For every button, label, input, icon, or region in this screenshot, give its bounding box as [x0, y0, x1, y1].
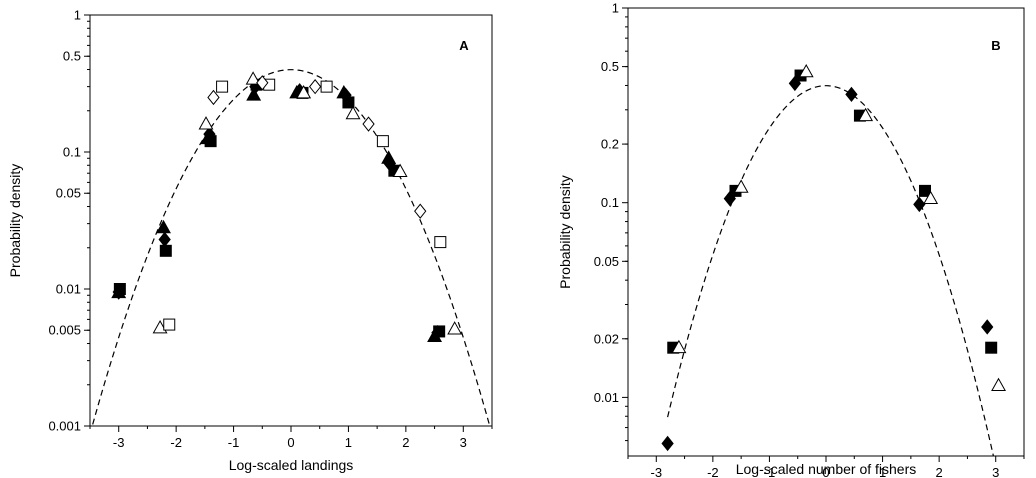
y-tick-label: 0.02 — [594, 331, 619, 346]
y-tick-label: 1 — [74, 8, 81, 23]
data-point-filled-diamond-3 — [845, 86, 858, 103]
y-tick-label: 0.005 — [48, 323, 81, 338]
data-point-open-square-0 — [163, 318, 176, 331]
y-tick-label: 0.05 — [594, 254, 619, 269]
data-point-filled-square-1 — [159, 244, 172, 257]
data-point-filled-square-0 — [113, 283, 126, 295]
data-point-open-square-3 — [320, 80, 333, 93]
data-point-open-triangle-3 — [858, 107, 874, 122]
y-tick-label: 0.01 — [594, 390, 619, 405]
x-axis-label: Log-scaled landings — [229, 457, 354, 473]
data-point-open-triangle-6 — [447, 321, 463, 335]
data-point-open-triangle-1 — [198, 116, 214, 130]
data-point-open-triangle-0 — [671, 339, 687, 354]
y-tick-label: 0.5 — [601, 59, 619, 74]
data-point-filled-triangle-1 — [156, 219, 171, 234]
data-point-open-square-1 — [216, 80, 229, 93]
y-tick-label: 0.1 — [63, 145, 81, 160]
panel-label: A — [459, 38, 469, 53]
x-tick-label: 3 — [460, 435, 467, 450]
x-axis-label: Log-scaled number of fishers — [736, 461, 917, 477]
data-point-filled-square-2 — [204, 135, 217, 148]
fitted-curve — [91, 69, 491, 426]
y-tick-label: 0.5 — [63, 49, 81, 64]
data-point-filled-triangle-3 — [246, 87, 262, 101]
y-tick-label: 0.01 — [56, 282, 81, 297]
x-tick-label: 2 — [402, 435, 409, 450]
data-point-open-triangle-2 — [245, 71, 261, 85]
y-tick-label: 0.001 — [48, 419, 81, 434]
x-tick-label: -1 — [764, 465, 776, 478]
data-point-filled-square-7 — [433, 325, 446, 338]
panel-b: -3 -2 -1 0 1 2 30.010.020.050.10.20.51Log-scal… — [557, 1, 1025, 478]
data-point-filled-square-5 — [342, 96, 355, 109]
data-point-filled-square-4 — [919, 184, 931, 197]
data-point-open-triangle-3 — [296, 85, 312, 99]
data-point-open-square-5 — [434, 236, 447, 249]
x-tick-label: 0 — [822, 465, 829, 478]
x-tick-label: 2 — [936, 465, 943, 478]
x-tick-label: -3 — [651, 465, 663, 478]
series-filled-diamond — [661, 75, 994, 452]
data-point-filled-diamond-1 — [158, 231, 171, 248]
series-filled-triangle — [111, 85, 443, 342]
data-point-open-triangle-1 — [733, 179, 749, 193]
x-tick-label: -3 — [113, 435, 125, 450]
panel-label: B — [991, 38, 1000, 53]
series-open-square — [163, 78, 447, 331]
x-tick-label: 0 — [287, 435, 294, 450]
y-tick-label: 0.2 — [601, 137, 619, 152]
x-tick-label: 3 — [992, 465, 999, 478]
data-point-open-diamond-0 — [207, 89, 220, 106]
fitted-curve — [667, 85, 995, 456]
data-point-open-triangle-2 — [798, 63, 814, 78]
series-open-triangle — [671, 63, 1006, 392]
y-axis-label: Probability density — [7, 164, 23, 278]
y-tick-label: 1 — [612, 1, 619, 16]
data-point-open-square-4 — [376, 135, 389, 148]
data-point-open-triangle-4 — [923, 190, 939, 205]
data-point-filled-diamond-5 — [981, 319, 994, 335]
x-tick-label: -1 — [228, 435, 240, 450]
data-point-open-triangle-5 — [392, 163, 408, 177]
data-point-open-triangle-4 — [345, 105, 361, 120]
series-filled-square — [667, 69, 998, 354]
y-axis-label: Probability density — [557, 175, 573, 289]
data-point-open-diamond-3 — [362, 116, 375, 132]
plot-frame — [627, 7, 1025, 457]
data-point-open-triangle-5 — [991, 377, 1006, 392]
plot-frame — [89, 14, 493, 427]
x-tick-label: 1 — [345, 435, 352, 450]
data-point-filled-diamond-4 — [913, 196, 926, 213]
x-tick-label: -2 — [707, 465, 719, 478]
series-filled-diamond — [112, 78, 444, 341]
x-tick-label: -2 — [170, 435, 182, 450]
series-open-diamond — [207, 75, 427, 219]
x-tick-label: 1 — [879, 465, 886, 478]
data-point-filled-diamond-0 — [661, 435, 674, 452]
panel-a: -3 -2 -1 0 1 2 3 0.001 0.005 0.01 0.05 0.1 0.5 1 Log-s… — [7, 8, 493, 473]
data-point-open-diamond-4 — [414, 203, 427, 219]
y-tick-label: 0.1 — [601, 195, 619, 210]
y-tick-label: 0.05 — [56, 186, 81, 201]
data-point-filled-square-5 — [985, 341, 998, 354]
series-filled-square — [113, 78, 446, 338]
series-open-triangle — [152, 71, 463, 335]
data-point-open-diamond-2 — [308, 78, 322, 95]
data-point-filled-triangle-6 — [381, 150, 397, 164]
data-point-open-diamond-1 — [256, 75, 269, 91]
